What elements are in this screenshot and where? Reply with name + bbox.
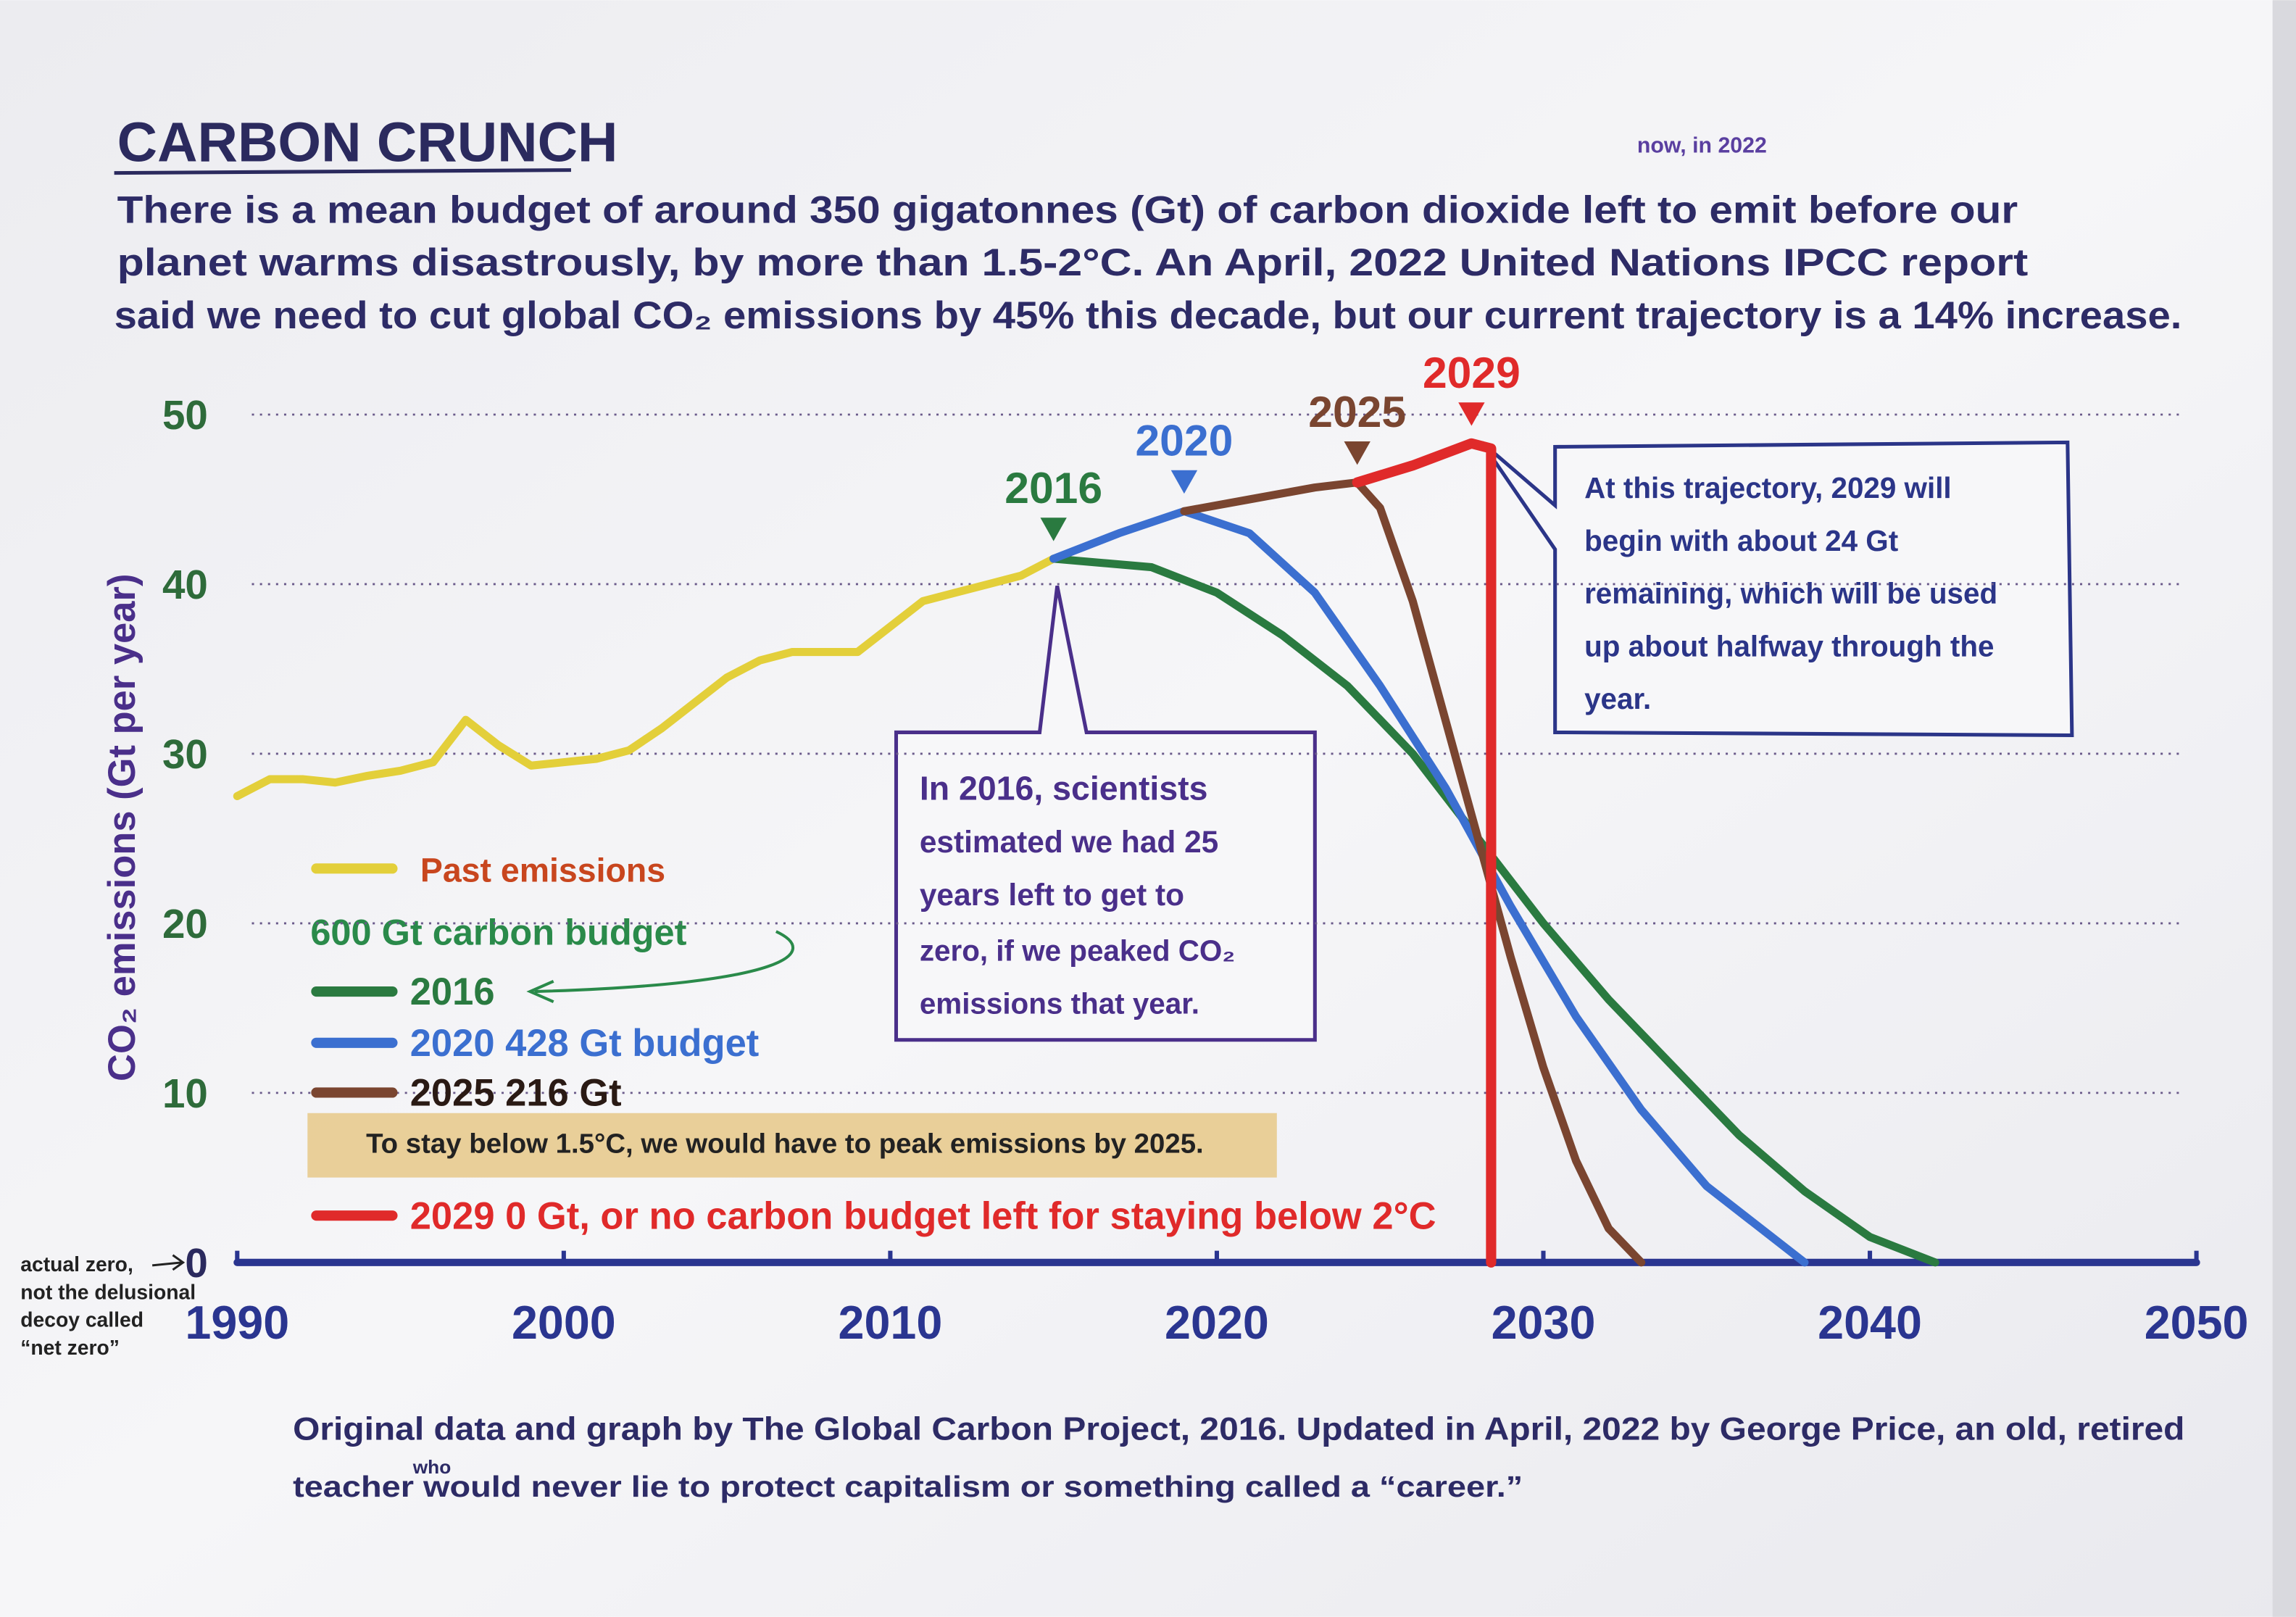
legend-note-arrow — [526, 930, 795, 1004]
callout-line: At this trajectory, 2029 will — [1584, 471, 1952, 504]
callout-line: begin with about 24 Gt — [1584, 524, 1898, 557]
paper-edge — [2272, 0, 2296, 1617]
peak-marker — [1170, 470, 1198, 494]
subtitle-line: said we need to cut global CO₂ emissions… — [115, 294, 2182, 337]
zero-note-line: not the delusional — [20, 1280, 196, 1303]
x-tick-label: 2000 — [512, 1296, 616, 1349]
callout-line: zero, if we peaked CO₂ — [920, 934, 1235, 968]
y-tick-label: 0 — [185, 1240, 207, 1286]
subtitle-insert: now, in 2022 — [1637, 133, 1767, 157]
zero-note-line: “net zero” — [20, 1336, 120, 1359]
subtitle-line: There is a mean budget of around 350 gig… — [117, 188, 2018, 231]
x-tick-label: 2040 — [1818, 1296, 1922, 1349]
x-tick-label: 2020 — [1165, 1296, 1269, 1349]
callout-line: up about halfway through the — [1584, 629, 1994, 662]
x-tick-label: 2030 — [1492, 1296, 1596, 1349]
y-tick-label: 10 — [162, 1071, 208, 1116]
legend-label: 2020 428 Gt budget — [410, 1022, 760, 1065]
x-tick-label: 2050 — [2145, 1296, 2249, 1349]
series-line — [1049, 554, 1939, 1267]
callout-line: year. — [1584, 682, 1651, 715]
peak-marker — [1344, 441, 1370, 465]
series-line — [1352, 438, 1497, 1268]
callout-line: years left to get to — [920, 878, 1184, 912]
callout-line: emissions that year. — [920, 986, 1199, 1020]
title-underline — [114, 168, 571, 175]
footer-insert: who — [412, 1456, 452, 1478]
y-tick-label: 40 — [162, 562, 208, 607]
callout-line: In 2016, scientists — [920, 769, 1208, 807]
x-tick-label: 1990 — [185, 1296, 289, 1349]
callout-box — [894, 585, 1317, 1042]
peak-marker — [1458, 402, 1485, 426]
peak-marker — [1040, 517, 1067, 541]
y-tick-label: 50 — [162, 392, 208, 438]
legend-label: 2025 216 Gt — [410, 1072, 622, 1115]
peak-label: 2020 — [1135, 416, 1233, 465]
zero-note: actual zero, not the delusional decoy ca… — [20, 1252, 196, 1359]
footer-line: teacher would never lie to protect capit… — [293, 1470, 1523, 1503]
callout-line: remaining, which will be used — [1584, 577, 1997, 610]
y-axis-label: CO₂ emissions (Gt per year) — [101, 574, 144, 1081]
zero-note-arrow — [151, 1254, 186, 1271]
tape-note: To stay below 1.5°C, we would have to pe… — [366, 1128, 1204, 1159]
legend-note: 600 Gt carbon budget — [310, 911, 686, 952]
callout-2: At this trajectory, 2029 will begin with… — [1480, 440, 2074, 738]
zero-note-line: actual zero, — [20, 1252, 133, 1276]
footer-line: Original data and graph by The Global Ca… — [293, 1411, 2184, 1447]
series-line — [1180, 478, 1646, 1267]
callout-1: In 2016, scientists estimated we had 25 … — [894, 585, 1317, 1042]
x-tick-label: 2010 — [839, 1296, 943, 1349]
zero-note-line: decoy called — [20, 1308, 144, 1331]
callout-line: estimated we had 25 — [920, 825, 1218, 859]
chart-title: CARBON CRUNCH — [117, 112, 618, 173]
y-tick-label: 20 — [162, 901, 208, 947]
legend-label: 2016 — [410, 970, 495, 1013]
legend-label: 2029 0 Gt, or no carbon budget left for … — [410, 1194, 1436, 1237]
peak-label: 2016 — [1004, 463, 1102, 512]
series-line — [233, 554, 1058, 800]
y-tick-label: 30 — [162, 731, 208, 777]
tape — [307, 1113, 1277, 1178]
peak-label: 2029 — [1423, 348, 1521, 397]
subtitle-line: planet warms disastrously, by more than … — [117, 241, 2029, 284]
peak-label: 2025 — [1308, 387, 1406, 436]
legend-label: Past emissions — [420, 852, 665, 889]
